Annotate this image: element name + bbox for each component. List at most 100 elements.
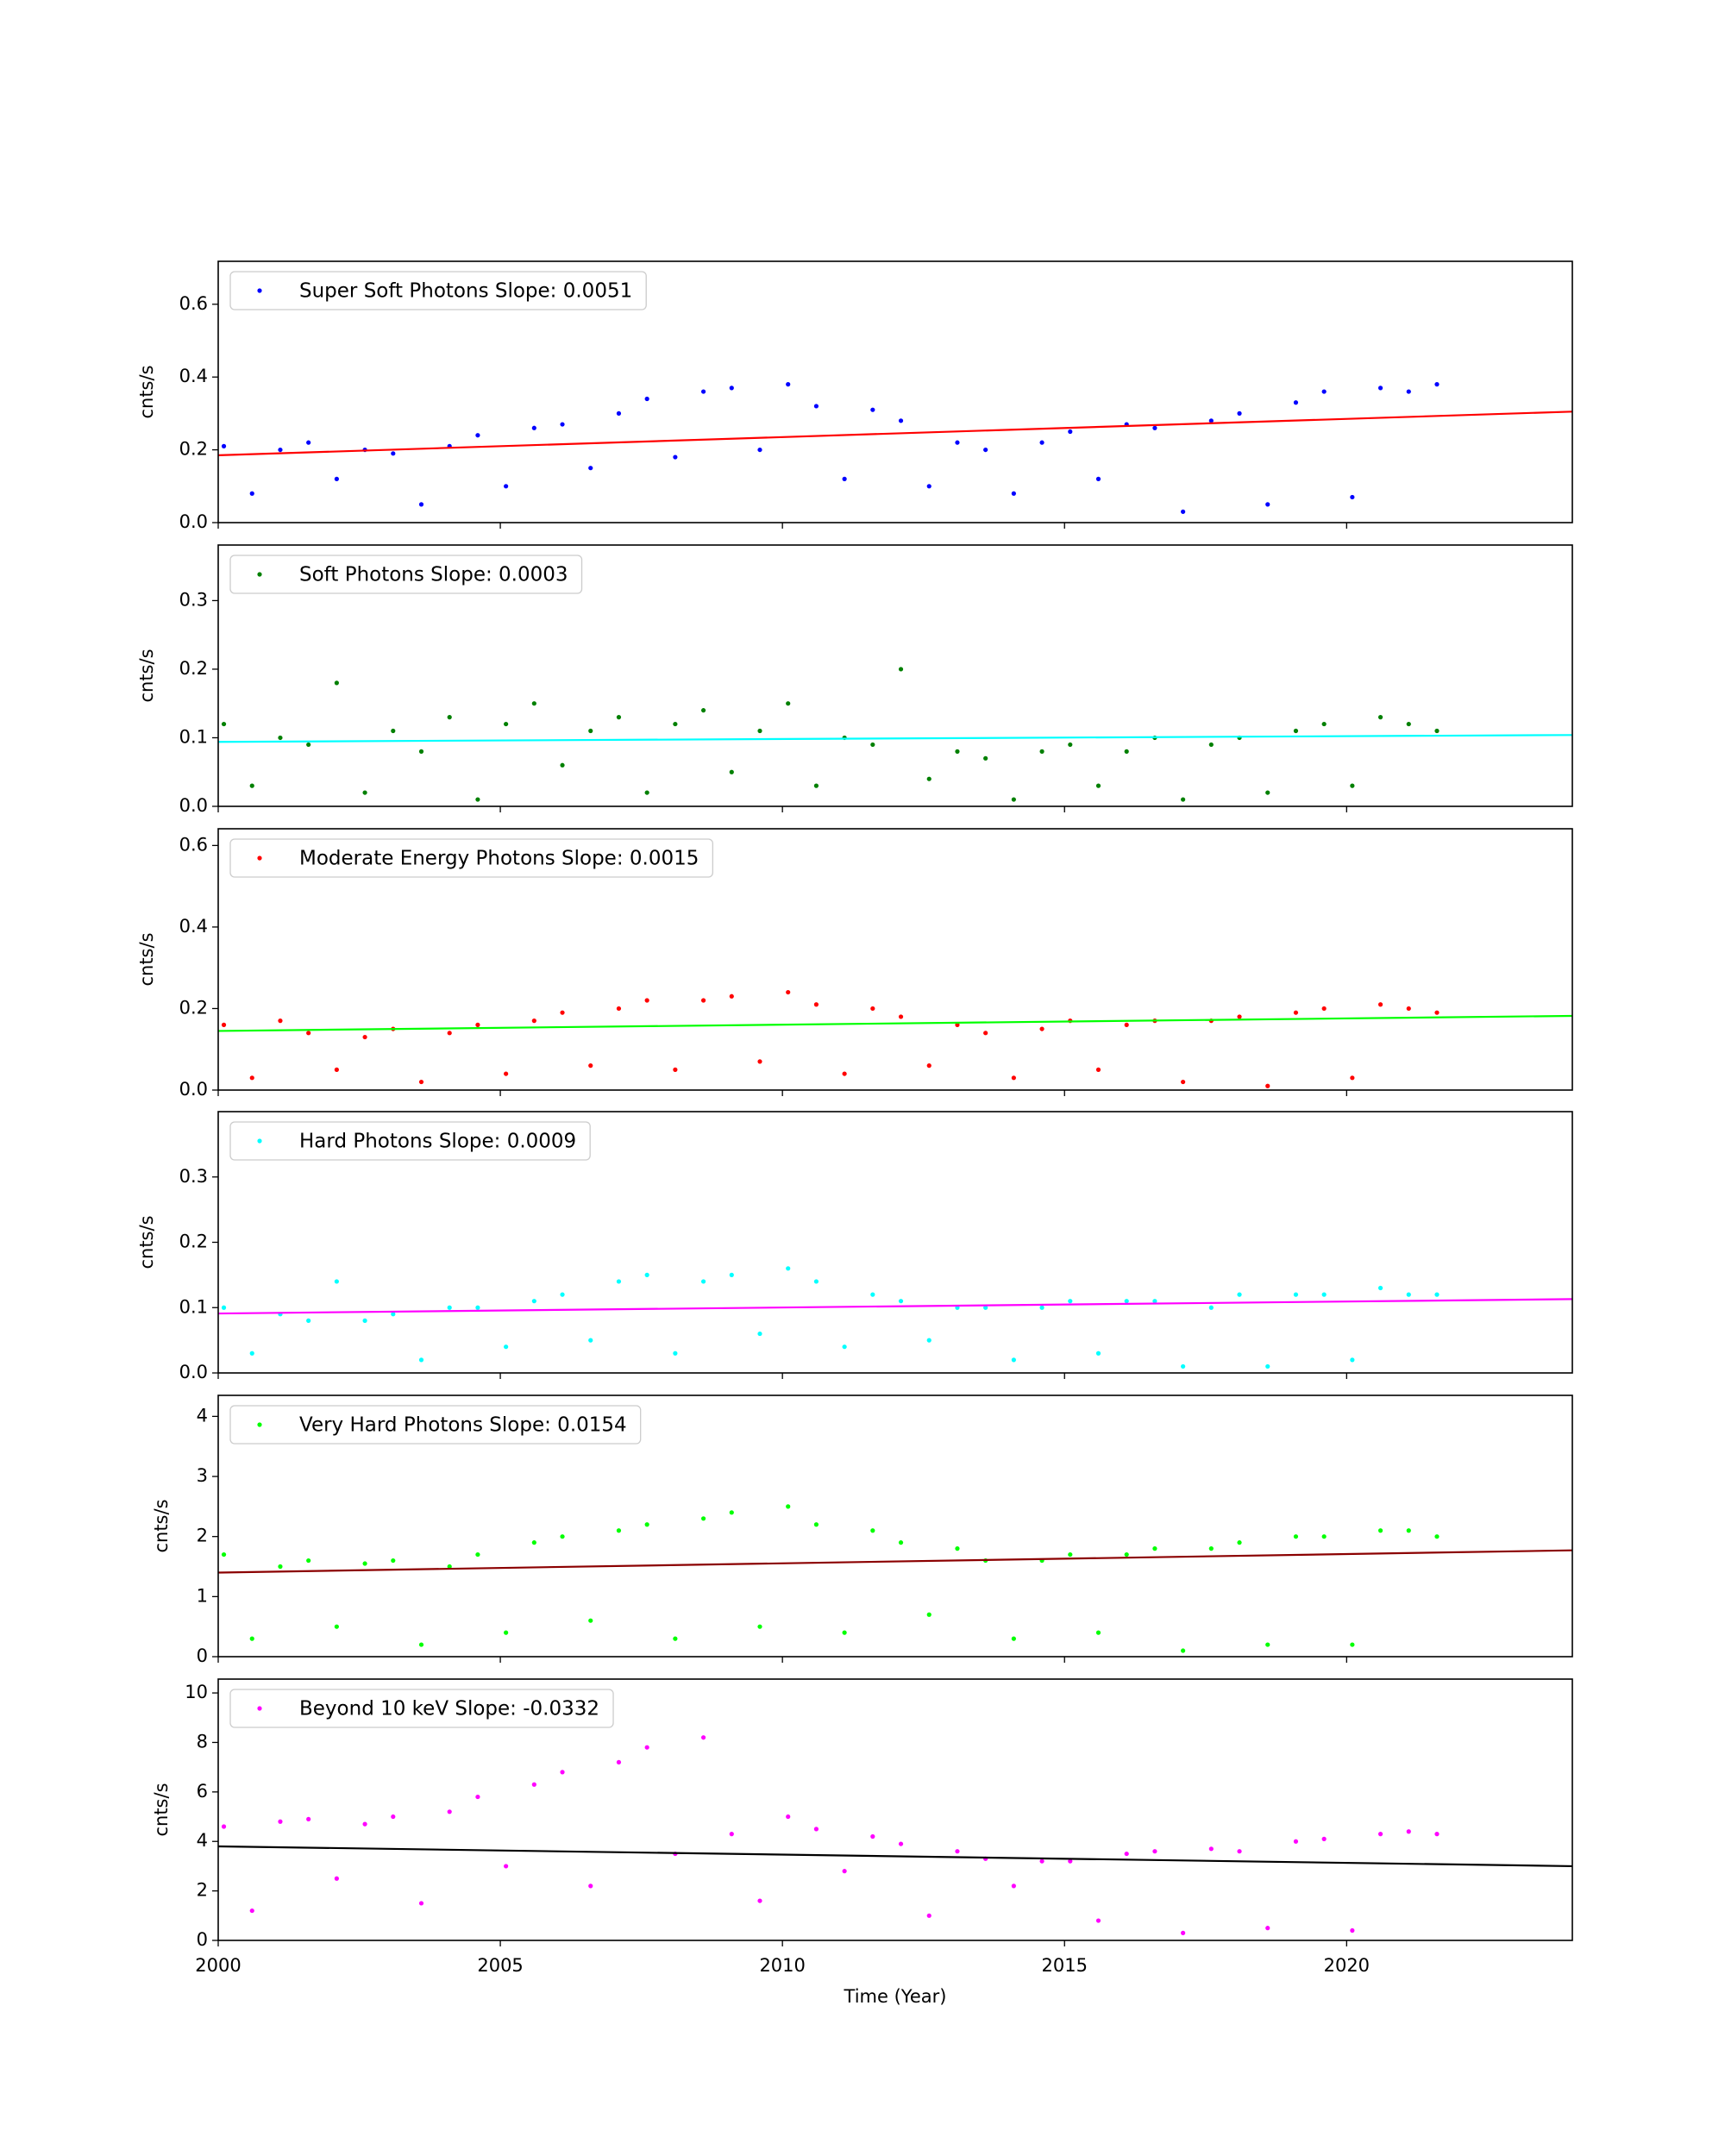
- data-point: [616, 1279, 622, 1284]
- data-point: [1039, 1305, 1044, 1310]
- data-point: [926, 484, 932, 489]
- data-point: [391, 728, 396, 734]
- data-point: [1095, 1918, 1101, 1923]
- y-tick-label: 0.6: [179, 293, 208, 314]
- data-point: [531, 1540, 536, 1545]
- data-point: [531, 1018, 536, 1024]
- data-point: [870, 1528, 875, 1533]
- x-tick-label: 2020: [1324, 1955, 1370, 1976]
- data-point: [1434, 1010, 1440, 1015]
- data-point: [786, 701, 791, 706]
- axes-frame: [217, 260, 1573, 523]
- data-point: [842, 1071, 847, 1076]
- data-point: [1350, 783, 1355, 788]
- data-point: [673, 1351, 678, 1356]
- data-point: [1377, 715, 1383, 720]
- y-tick-label: 2: [197, 1880, 208, 1901]
- data-point: [1095, 1067, 1101, 1072]
- data-point: [700, 389, 706, 394]
- data-point: [1152, 1299, 1157, 1304]
- fit-line: [218, 1549, 1572, 1574]
- data-point: [391, 1557, 396, 1564]
- data-point: [278, 447, 283, 453]
- data-point: [1321, 1292, 1327, 1297]
- y-tick-label: 0.1: [179, 1296, 208, 1317]
- data-point: [1152, 1849, 1157, 1854]
- data-point: [504, 484, 509, 489]
- data-point: [898, 1299, 904, 1304]
- y-tick-label: 0.0: [179, 795, 208, 816]
- data-point: [926, 1612, 932, 1617]
- data-point: [588, 1883, 593, 1889]
- y-tick-label: 0.0: [179, 1362, 208, 1382]
- data-point: [1095, 1630, 1101, 1635]
- data-point: [757, 1624, 762, 1629]
- y-tick-label: 0.3: [179, 589, 208, 610]
- legend-box: [229, 1689, 614, 1728]
- data-point: [1265, 1926, 1270, 1931]
- data-point: [813, 1279, 819, 1284]
- data-point: [249, 1908, 254, 1914]
- data-point: [475, 797, 480, 802]
- legend-marker: [257, 288, 262, 293]
- data-point: [249, 1075, 254, 1081]
- data-point: [1293, 1534, 1299, 1539]
- data-point: [700, 998, 706, 1003]
- data-point: [898, 418, 904, 423]
- data-point: [1293, 728, 1299, 734]
- data-point: [644, 396, 649, 402]
- data-point: [757, 1059, 762, 1064]
- data-point: [1237, 1540, 1242, 1545]
- data-point: [786, 1266, 791, 1271]
- data-point: [1406, 1006, 1411, 1012]
- data-point: [1377, 1832, 1383, 1837]
- data-point: [362, 1034, 367, 1040]
- data-point: [1095, 476, 1101, 481]
- data-point: [221, 1824, 227, 1829]
- data-point: [729, 769, 734, 774]
- y-tick-label: 4: [197, 1830, 208, 1851]
- data-point: [391, 1814, 396, 1820]
- data-point: [898, 1841, 904, 1846]
- data-point: [1208, 1305, 1214, 1310]
- data-point: [1321, 1836, 1327, 1841]
- data-point: [249, 783, 254, 788]
- data-point: [306, 440, 311, 445]
- legend-marker: [257, 1422, 262, 1427]
- data-point: [616, 1528, 622, 1533]
- axes-frame: [217, 828, 1573, 1091]
- data-point: [1068, 1299, 1073, 1304]
- data-point: [1181, 1930, 1186, 1935]
- data-point: [786, 989, 791, 995]
- data-point: [504, 1344, 509, 1350]
- data-point: [1265, 1642, 1270, 1647]
- legend-box: [229, 271, 647, 310]
- legend-label: Soft Photons Slope: 0.0003: [299, 564, 568, 586]
- data-point: [644, 998, 649, 1003]
- data-point: [1406, 1528, 1411, 1533]
- data-point: [447, 1305, 452, 1310]
- data-point: [1181, 1648, 1186, 1653]
- data-point: [813, 1827, 819, 1832]
- data-point: [700, 1279, 706, 1284]
- data-point: [221, 443, 227, 448]
- data-point: [729, 1510, 734, 1515]
- data-point: [729, 993, 734, 999]
- fit-line: [218, 1014, 1572, 1032]
- data-point: [842, 1344, 847, 1350]
- data-point: [644, 1272, 649, 1277]
- fit-line: [218, 1298, 1572, 1315]
- data-point: [306, 1318, 311, 1323]
- data-point: [588, 1618, 593, 1623]
- data-point: [813, 1522, 819, 1527]
- y-tick-label: 0: [197, 1645, 208, 1666]
- y-tick-label: 0: [197, 1929, 208, 1950]
- data-point: [983, 1305, 988, 1310]
- data-point: [1265, 1083, 1270, 1088]
- data-point: [391, 1312, 396, 1317]
- y-tick-label: 8: [197, 1731, 208, 1752]
- data-point: [221, 1022, 227, 1027]
- data-point: [729, 385, 734, 391]
- data-point: [1350, 1642, 1355, 1647]
- y-tick-label: 1: [197, 1585, 208, 1606]
